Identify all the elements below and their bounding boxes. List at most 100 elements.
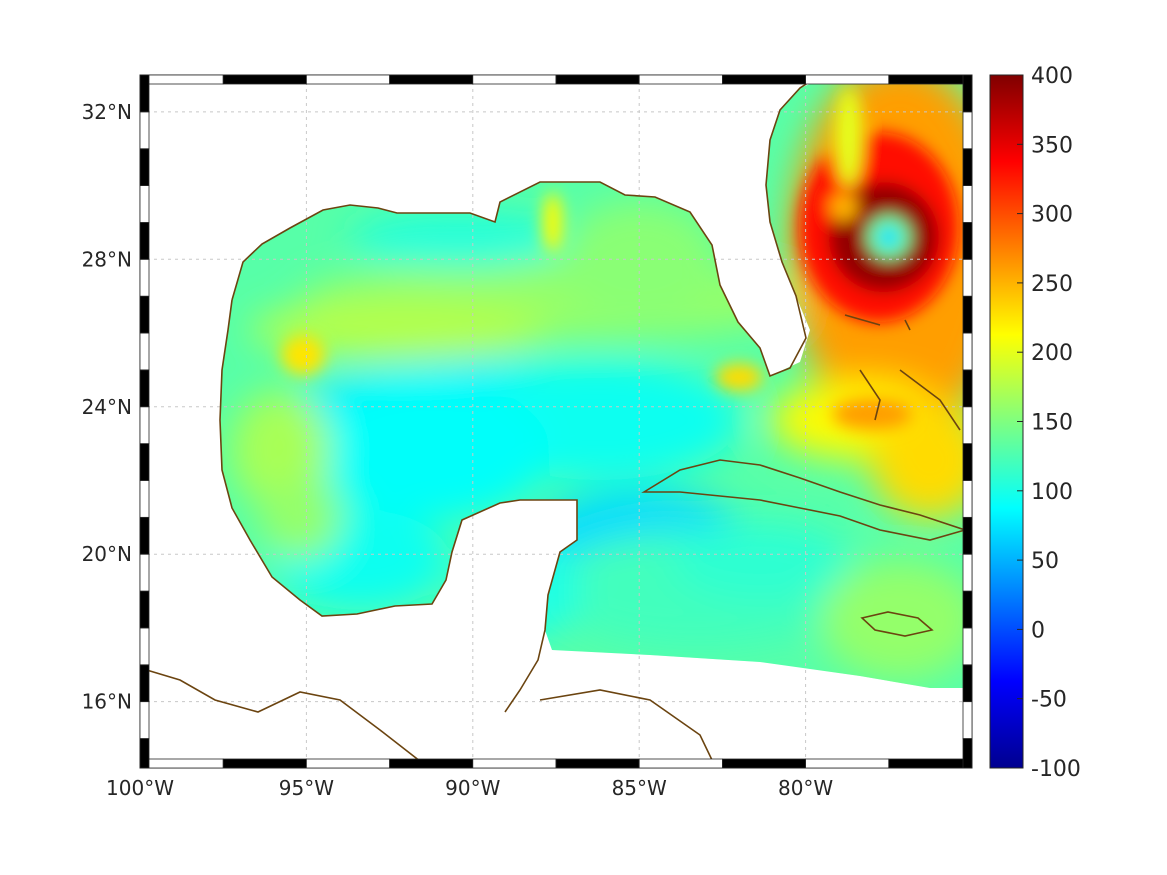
frame-segment-left xyxy=(139,369,150,408)
frame-segment-left xyxy=(139,443,150,481)
frame-segment-left xyxy=(139,701,150,739)
frame-segment-left xyxy=(139,295,150,334)
frame-segment-right xyxy=(962,738,973,769)
ocean-heat-field xyxy=(220,80,965,688)
x-tick-label: 95°W xyxy=(279,776,334,800)
colorbar: 400 350 300 250 200 150 100 50 0 -50 -100 xyxy=(989,64,1081,782)
x-tick-label: 85°W xyxy=(612,776,667,800)
field-blob xyxy=(260,480,340,560)
frame-segment-right xyxy=(962,553,973,592)
y-tick-label: 32°N xyxy=(82,100,132,124)
frame-segment-left xyxy=(139,553,150,592)
frame-segment-right xyxy=(962,443,973,481)
colorbar-tick-label: 350 xyxy=(1031,133,1073,158)
frame-segment-right xyxy=(962,332,973,371)
frame-segment-top xyxy=(305,74,390,85)
frame-segment-top xyxy=(222,74,307,85)
mexico-coast xyxy=(219,299,578,713)
frame-segment-bottom xyxy=(222,758,307,769)
field-blob xyxy=(350,212,570,268)
frame-segment-right xyxy=(962,111,973,150)
y-axis-labels: 32°N 28°N 24°N 20°N 16°N xyxy=(82,100,132,714)
y-tick-label: 24°N xyxy=(82,395,132,419)
frame-segment-left xyxy=(139,406,150,445)
bahamas-warm xyxy=(832,398,913,431)
field-blob xyxy=(230,390,330,510)
frame-segment-left xyxy=(139,111,150,150)
field-blob xyxy=(670,520,850,600)
hurricane-tail xyxy=(834,87,863,188)
frame-segment-left xyxy=(139,480,150,518)
frame-segment-right xyxy=(962,590,973,629)
frame-segment-right xyxy=(962,516,973,555)
colorbar-tick-label: 100 xyxy=(1031,480,1073,505)
colorbar-tick-label: 400 xyxy=(1031,64,1073,89)
frame-segment-left xyxy=(139,74,150,113)
colorbar-labels: 400 350 300 250 200 150 100 50 0 -50 -100 xyxy=(1017,64,1081,782)
frame-segment-left xyxy=(139,627,150,666)
colorbar-tick-label: 50 xyxy=(1031,549,1059,574)
frame-segment-right xyxy=(962,148,973,186)
colorbar-tick-label: 300 xyxy=(1031,203,1073,228)
honduras-coast xyxy=(539,689,713,761)
frame-segment-bottom xyxy=(472,758,557,769)
frame-segment-top xyxy=(139,74,224,85)
field-blob xyxy=(310,380,550,520)
x-tick-label: 100°W xyxy=(106,776,174,800)
frame-segment-right xyxy=(962,664,973,703)
hurricane-band xyxy=(829,193,858,222)
frame-segment-bottom xyxy=(555,758,640,769)
field-blob xyxy=(820,560,965,680)
bahamas-islands xyxy=(844,314,961,431)
central-america-coast xyxy=(139,667,426,766)
florida-straits-warm xyxy=(715,363,764,392)
field-broad xyxy=(230,80,965,680)
frame-segment-right xyxy=(962,185,973,223)
frame-segment-bottom xyxy=(888,758,973,769)
grid-lines xyxy=(139,75,972,768)
field-blob xyxy=(460,540,580,640)
y-tick-label: 16°N xyxy=(82,690,132,714)
field-blob xyxy=(560,200,720,320)
frame-segment-right xyxy=(962,258,973,297)
frame-segment-right xyxy=(962,701,973,739)
frame-segment-top xyxy=(389,74,474,85)
frame-segment-left xyxy=(139,185,150,223)
jamaica-coast xyxy=(860,611,934,637)
frame-segment-top xyxy=(805,74,890,85)
colorbar-tick-label: -50 xyxy=(1031,688,1067,713)
frame-segment-bottom xyxy=(805,758,890,769)
frame-segment-left xyxy=(139,738,150,769)
frame-segment-top xyxy=(888,74,973,85)
frame-segment-bottom xyxy=(305,758,390,769)
x-axis-labels: 100°W 95°W 90°W 85°W 80°W xyxy=(106,776,833,800)
frame-segment-right xyxy=(962,480,973,518)
frame-segment-left xyxy=(139,664,150,703)
frame-segment-left xyxy=(139,222,150,260)
frame-segment-right xyxy=(962,295,973,334)
colorbar-tick-label: 200 xyxy=(1031,341,1073,366)
x-tick-label: 90°W xyxy=(445,776,500,800)
hurricane-eye xyxy=(877,226,900,249)
frame-segment-bottom xyxy=(638,758,723,769)
frame-segment-left xyxy=(139,148,150,186)
frame-segment-right xyxy=(962,406,973,445)
western-gulf-eddy xyxy=(281,335,326,376)
frame-segment-bottom xyxy=(139,758,224,769)
us-gulf-coast xyxy=(231,74,821,378)
frame-segment-right xyxy=(962,74,973,113)
y-tick-label: 20°N xyxy=(82,542,132,566)
field-features xyxy=(281,87,959,431)
x-tick-label: 80°W xyxy=(778,776,833,800)
loop-current-tongue xyxy=(542,192,563,253)
frame-segment-left xyxy=(139,332,150,371)
colorbar-tick-label: -100 xyxy=(1031,757,1081,782)
frame-segment-top xyxy=(722,74,807,85)
frame-segment-bottom xyxy=(722,758,807,769)
frame-segment-top xyxy=(472,74,557,85)
frame-segment-right xyxy=(962,627,973,666)
frame-segment-top xyxy=(638,74,723,85)
frame-segment-left xyxy=(139,258,150,297)
frame-segment-left xyxy=(139,516,150,555)
